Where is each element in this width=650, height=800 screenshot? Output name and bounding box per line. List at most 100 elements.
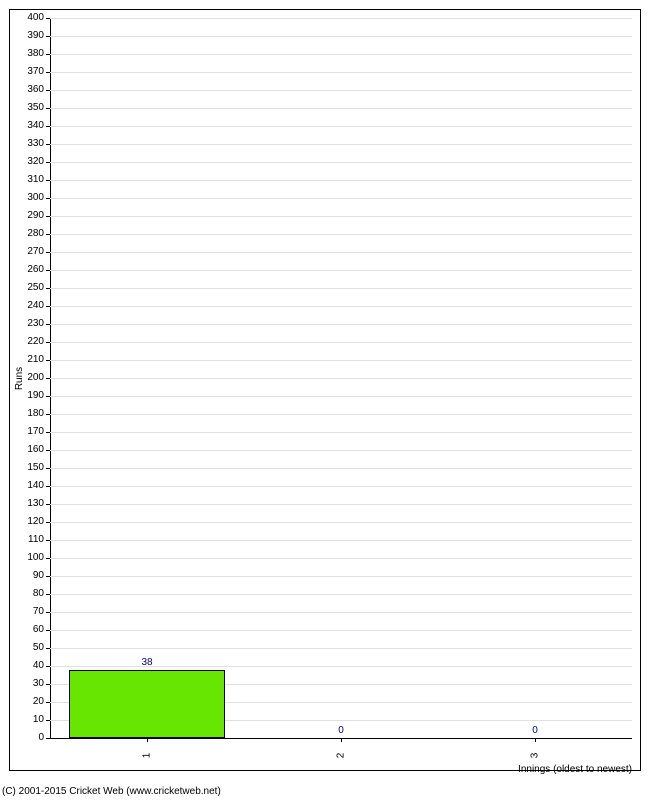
y-tick-label: 390 — [14, 31, 44, 41]
y-tick-label: 290 — [14, 211, 44, 221]
gridline — [50, 144, 632, 145]
x-tick-label: 1 — [142, 746, 153, 766]
gridline — [50, 72, 632, 73]
gridline — [50, 576, 632, 577]
y-tick — [46, 198, 50, 199]
gridline — [50, 108, 632, 109]
gridline — [50, 216, 632, 217]
y-tick-label: 220 — [14, 337, 44, 347]
gridline — [50, 306, 632, 307]
x-tick-label: 3 — [530, 746, 541, 766]
gridline — [50, 432, 632, 433]
y-tick — [46, 18, 50, 19]
y-tick-label: 330 — [14, 139, 44, 149]
gridline — [50, 324, 632, 325]
gridline — [50, 36, 632, 37]
gridline — [50, 522, 632, 523]
y-tick-label: 230 — [14, 319, 44, 329]
y-tick-label: 350 — [14, 103, 44, 113]
gridline — [50, 486, 632, 487]
y-tick — [46, 216, 50, 217]
y-tick — [46, 684, 50, 685]
y-tick-label: 20 — [14, 697, 44, 707]
gridline — [50, 234, 632, 235]
y-tick-label: 30 — [14, 679, 44, 689]
y-tick-label: 50 — [14, 643, 44, 653]
y-tick — [46, 396, 50, 397]
y-tick — [46, 594, 50, 595]
y-tick — [46, 234, 50, 235]
gridline — [50, 540, 632, 541]
y-tick-label: 280 — [14, 229, 44, 239]
y-tick-label: 210 — [14, 355, 44, 365]
gridline — [50, 594, 632, 595]
y-tick — [46, 612, 50, 613]
y-tick-label: 80 — [14, 589, 44, 599]
y-tick — [46, 144, 50, 145]
y-tick-label: 250 — [14, 283, 44, 293]
y-tick — [46, 504, 50, 505]
gridline — [50, 414, 632, 415]
bar-value-label: 38 — [132, 658, 162, 668]
y-tick — [46, 468, 50, 469]
gridline — [50, 360, 632, 361]
y-tick-label: 310 — [14, 175, 44, 185]
y-tick-label: 90 — [14, 571, 44, 581]
bar-value-label: 0 — [520, 726, 550, 736]
gridline — [50, 90, 632, 91]
y-tick — [46, 522, 50, 523]
gridline — [50, 468, 632, 469]
y-tick-label: 100 — [14, 553, 44, 563]
y-tick — [46, 648, 50, 649]
y-tick-label: 70 — [14, 607, 44, 617]
y-tick — [46, 72, 50, 73]
y-tick-label: 300 — [14, 193, 44, 203]
y-tick-label: 60 — [14, 625, 44, 635]
y-tick — [46, 306, 50, 307]
y-tick-label: 260 — [14, 265, 44, 275]
gridline — [50, 252, 632, 253]
y-tick — [46, 54, 50, 55]
y-tick — [46, 702, 50, 703]
gridline — [50, 288, 632, 289]
x-tick-label: 2 — [336, 746, 347, 766]
gridline — [50, 450, 632, 451]
y-tick — [46, 666, 50, 667]
y-tick-label: 340 — [14, 121, 44, 131]
copyright-text: (C) 2001-2015 Cricket Web (www.cricketwe… — [2, 786, 221, 797]
y-tick-label: 380 — [14, 49, 44, 59]
y-tick — [46, 720, 50, 721]
y-tick-label: 130 — [14, 499, 44, 509]
y-tick — [46, 288, 50, 289]
y-tick-label: 370 — [14, 67, 44, 77]
gridline — [50, 630, 632, 631]
y-tick-label: 120 — [14, 517, 44, 527]
gridline — [50, 558, 632, 559]
y-tick — [46, 378, 50, 379]
y-tick — [46, 486, 50, 487]
gridline — [50, 612, 632, 613]
x-tick — [535, 738, 536, 742]
y-tick-label: 150 — [14, 463, 44, 473]
y-tick — [46, 576, 50, 577]
y-tick-label: 160 — [14, 445, 44, 455]
y-tick-label: 360 — [14, 85, 44, 95]
y-tick — [46, 36, 50, 37]
y-tick — [46, 450, 50, 451]
gridline — [50, 648, 632, 649]
y-tick — [46, 738, 50, 739]
bar — [69, 670, 224, 738]
gridline — [50, 342, 632, 343]
gridline — [50, 504, 632, 505]
y-tick-label: 400 — [14, 13, 44, 23]
y-tick — [46, 432, 50, 433]
y-tick-label: 110 — [14, 535, 44, 545]
y-tick — [46, 324, 50, 325]
y-tick — [46, 108, 50, 109]
y-tick-label: 200 — [14, 373, 44, 383]
y-tick-label: 270 — [14, 247, 44, 257]
gridline — [50, 378, 632, 379]
y-tick-label: 0 — [14, 733, 44, 743]
y-tick — [46, 90, 50, 91]
y-tick — [46, 558, 50, 559]
